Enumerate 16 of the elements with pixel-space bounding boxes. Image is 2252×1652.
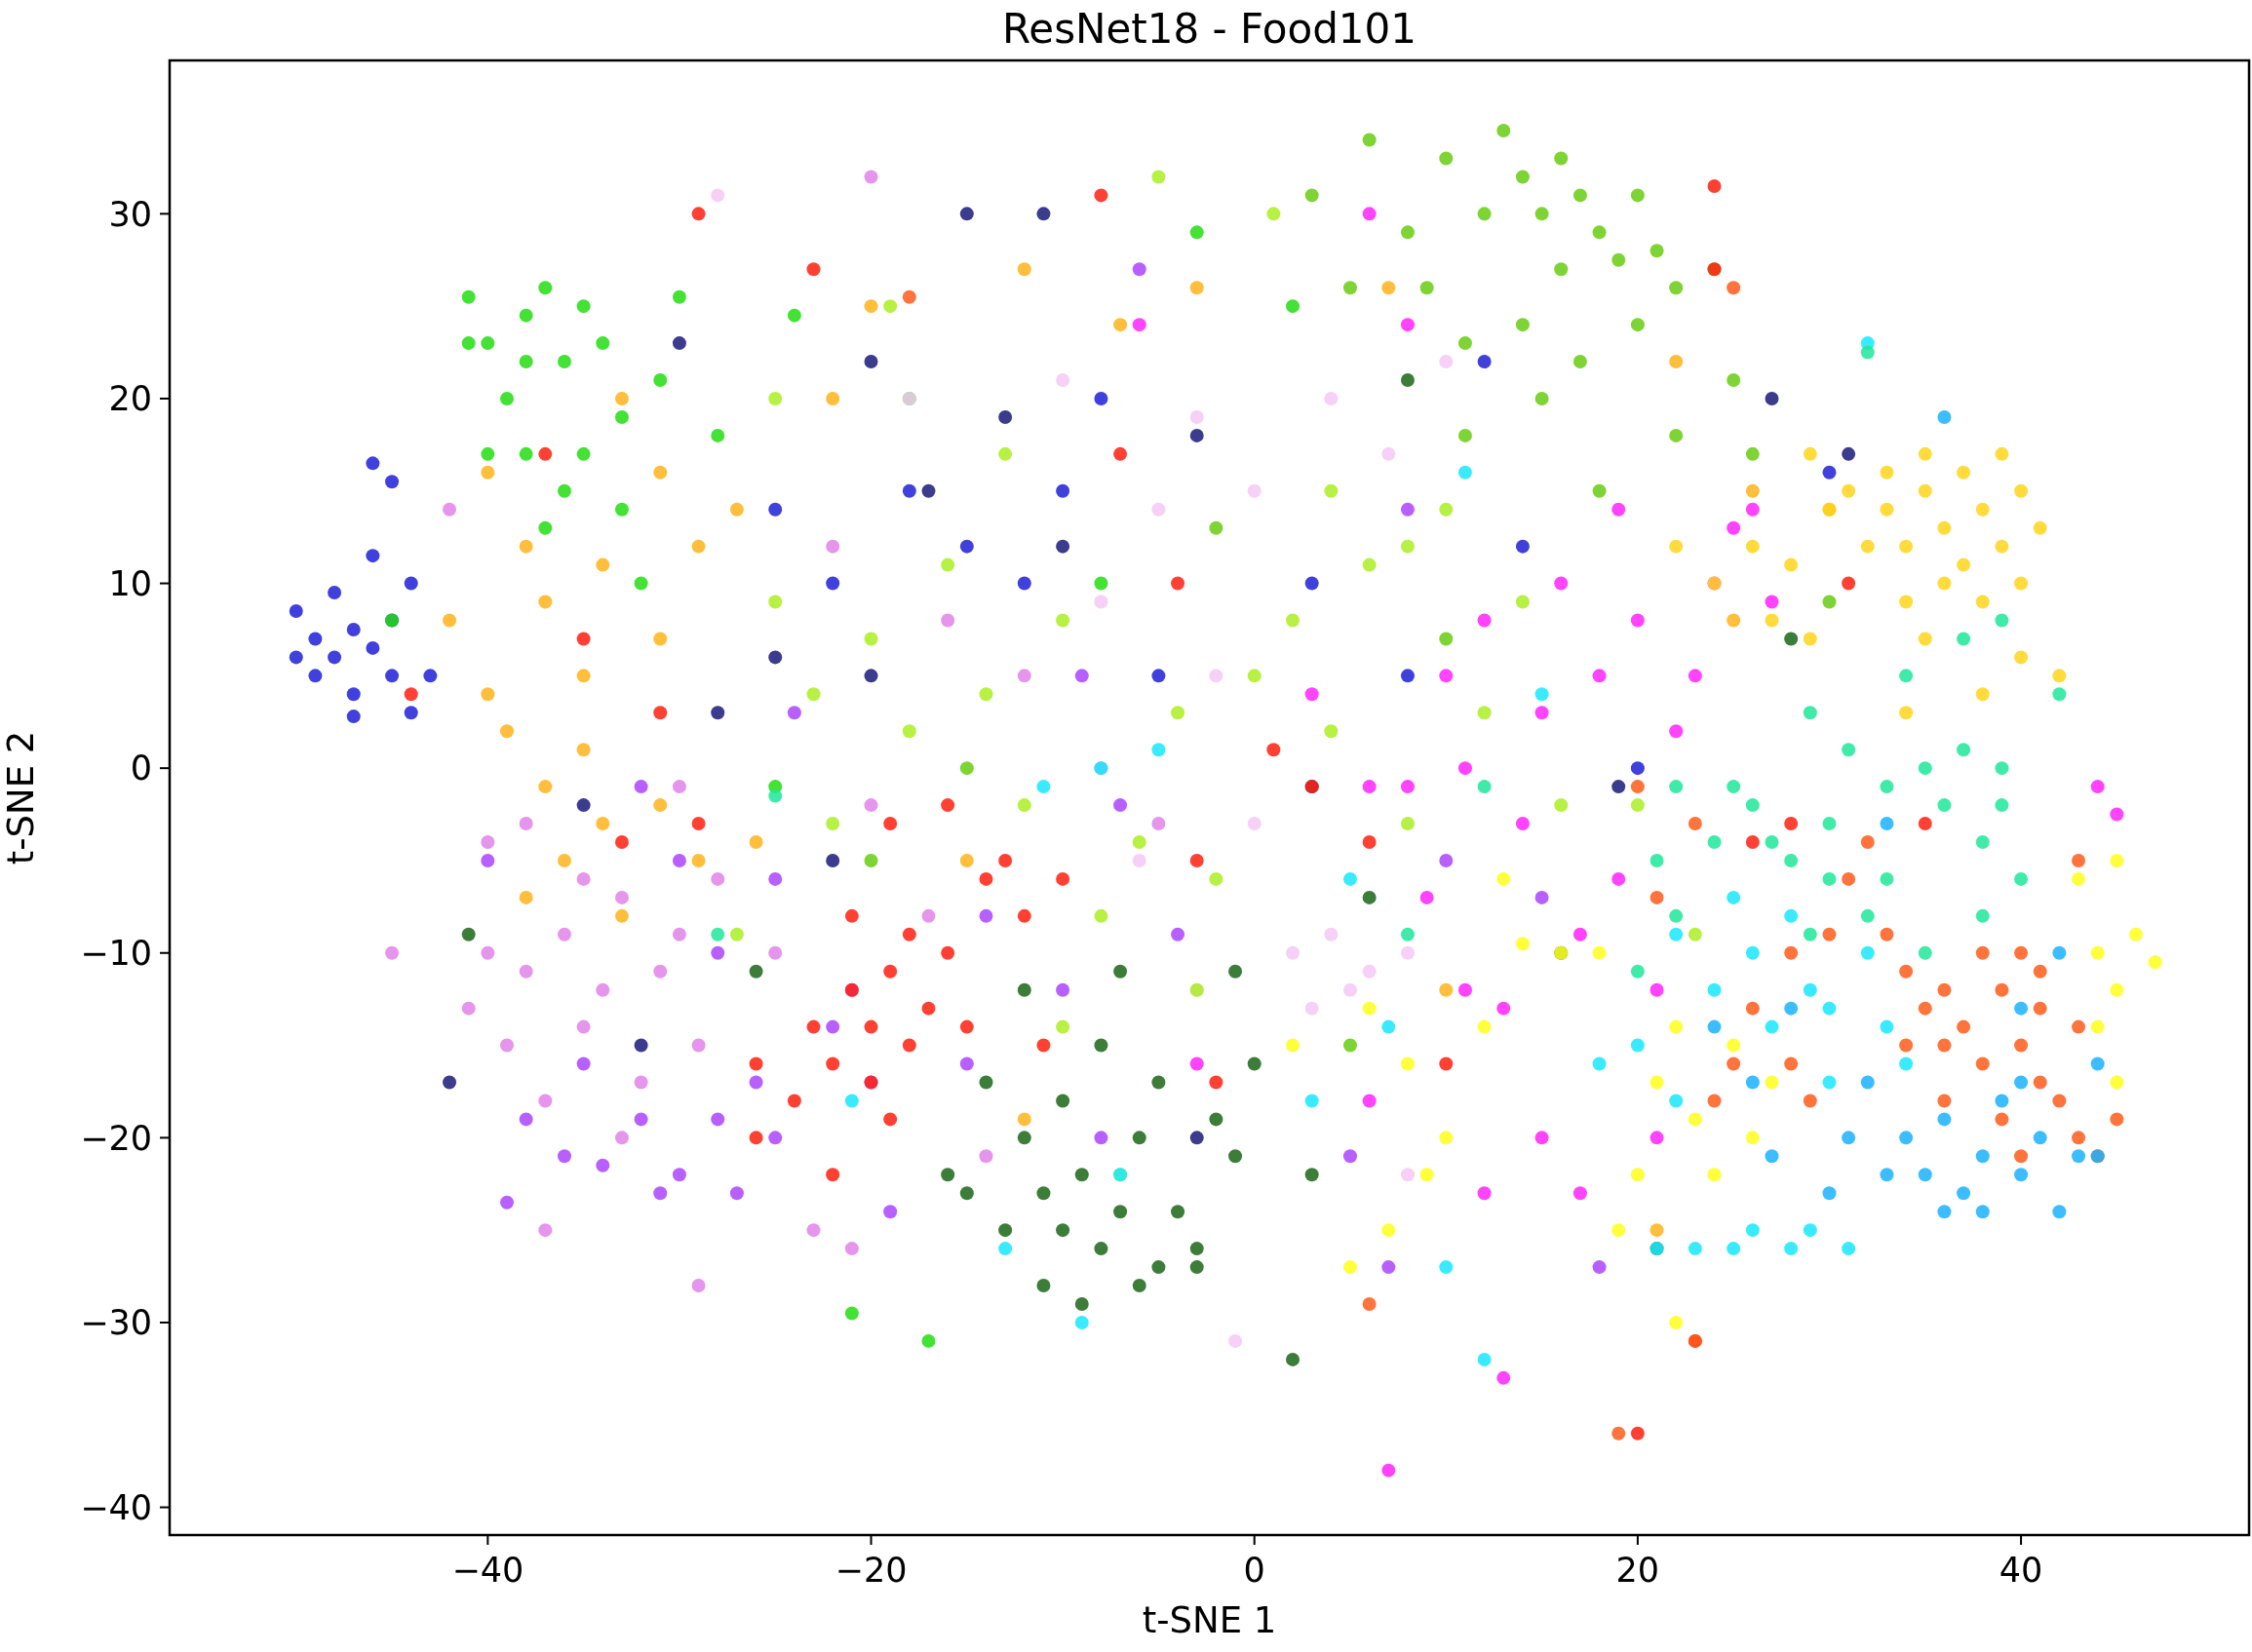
chart-title: ResNet18 - Food101 <box>1002 5 1417 53</box>
y-tick-label: 0 <box>130 749 152 788</box>
y-tick-label: −10 <box>80 934 152 974</box>
y-tick-label: 20 <box>108 379 152 419</box>
x-tick-label: −40 <box>451 1551 524 1590</box>
y-tick-label: 30 <box>108 194 152 234</box>
y-tick-label: −20 <box>80 1118 152 1158</box>
y-tick-label: −30 <box>80 1303 152 1343</box>
x-tick-label: 40 <box>1999 1551 2043 1590</box>
x-axis-title: t-SNE 1 <box>1142 1599 1277 1641</box>
y-tick-label: 10 <box>108 563 152 603</box>
x-tick-label: 0 <box>1243 1551 1265 1590</box>
x-tick-label: 20 <box>1615 1551 1660 1590</box>
y-tick-label: −40 <box>80 1487 152 1527</box>
y-axis-title: t-SNE 2 <box>0 730 42 865</box>
x-tick-label: −20 <box>835 1551 908 1590</box>
